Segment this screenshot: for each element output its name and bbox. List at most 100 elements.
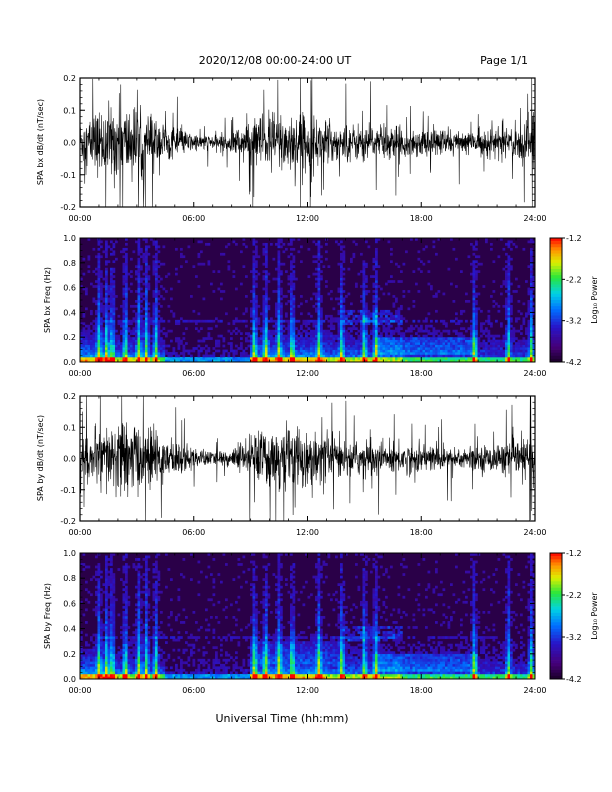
spectrogram-cell: [155, 342, 158, 345]
spectrogram-cell: [522, 302, 526, 306]
spectrogram-cell: [390, 349, 393, 353]
spectrogram-cell: [112, 610, 116, 614]
spectrogram-cell: [125, 302, 128, 306]
spectrogram-cell: [477, 337, 481, 340]
spectrogram-cell: [145, 585, 148, 589]
spectrogram-cell: [265, 295, 268, 298]
spectrogram-cell: [85, 588, 88, 592]
spectrogram-cell: [277, 347, 281, 350]
spectrogram-cell: [505, 275, 508, 278]
spectrogram-cell: [430, 359, 433, 363]
spectrogram-cell: [342, 329, 346, 333]
spectrogram-cell: [95, 334, 98, 338]
spectrogram-cell: [520, 357, 523, 360]
spectrogram-cell: [155, 327, 158, 331]
spectrogram-cell: [282, 324, 286, 328]
spectrogram-cell: [505, 314, 508, 318]
spectrogram-cell: [265, 359, 268, 363]
spectrogram-cell: [105, 593, 108, 597]
spectrogram-cell: [137, 643, 141, 647]
spectrogram-cell: [252, 354, 256, 358]
spectrogram-cell: [115, 663, 118, 667]
spectrogram-cell: [107, 339, 111, 343]
spectrogram-cell: [97, 580, 101, 584]
spectrogram-cell: [102, 651, 106, 655]
spectrogram-cell: [257, 272, 261, 276]
spectrogram-cell: [120, 349, 123, 353]
y-tick-label: 0.2: [63, 74, 76, 83]
spectrogram-cell: [117, 651, 121, 655]
spectrogram-cell: [102, 668, 106, 672]
spectrogram-cell: [137, 570, 141, 574]
spectrogram-cell: [255, 309, 258, 313]
spectrogram-cell: [277, 262, 281, 266]
spectrogram-cell: [157, 245, 161, 249]
spectrogram-cell: [137, 327, 141, 331]
x-tick-label: 18:00: [410, 214, 433, 223]
spectrogram-cell: [325, 357, 328, 360]
spectrogram-cell: [135, 240, 138, 244]
spectrogram-cell: [407, 342, 411, 345]
spectrogram-cell: [122, 580, 126, 584]
spectrogram-cell: [252, 327, 256, 331]
spectrogram-cell: [145, 317, 148, 321]
spectrogram-cell: [475, 309, 478, 313]
spectrogram-cell: [487, 319, 491, 323]
spectrogram-cell: [120, 651, 123, 655]
spectrogram-cell: [280, 359, 283, 363]
spectrogram-cell: [425, 324, 428, 328]
spectrogram-cell: [125, 255, 128, 259]
spectrogram-cell: [287, 347, 291, 350]
spectrogram-cell: [377, 312, 381, 316]
spectrogram-cell: [397, 357, 401, 360]
spectrogram-cell: [320, 352, 323, 355]
spectrogram-cell: [472, 337, 476, 340]
spectrogram-cell: [105, 663, 108, 667]
spectrogram-cell: [90, 671, 93, 675]
spectrogram-cell: [252, 270, 256, 273]
spectrogram-cell: [92, 342, 96, 345]
spectrogram-cell: [145, 265, 148, 269]
spectrogram-cell: [147, 352, 151, 355]
spectrogram-cell: [470, 342, 473, 345]
spectrogram-cell: [362, 359, 366, 363]
spectrogram-cell: [392, 349, 396, 353]
spectrogram-cell: [147, 568, 151, 571]
spectrogram-cell: [117, 339, 121, 343]
spectrogram-cell: [397, 265, 401, 269]
spectrogram-cell: [97, 621, 101, 624]
spectrogram-cell: [362, 324, 366, 328]
spectrogram-cell: [520, 349, 523, 353]
spectrogram-cell: [117, 344, 121, 348]
spectrogram-cell: [152, 590, 156, 594]
spectrogram-cell: [342, 337, 346, 340]
spectrogram-cell: [435, 309, 438, 313]
spectrogram-cell: [277, 314, 281, 318]
spectrogram-cell: [282, 352, 286, 355]
spectrogram-cell: [477, 352, 481, 355]
spectrogram-cell: [102, 304, 106, 308]
spectrogram-cell: [352, 255, 356, 259]
spectrogram-cell: [472, 307, 476, 311]
spectrogram-cell: [505, 352, 508, 355]
spectrogram-cell: [145, 329, 148, 333]
spectrogram-cell: [530, 270, 533, 273]
spectrogram-cell: [340, 292, 343, 296]
spectrogram-cell: [230, 332, 233, 335]
spectrogram-cell: [277, 332, 281, 335]
spectrogram-cell: [207, 319, 211, 323]
spectrogram-cell: [475, 344, 478, 348]
spectrogram-cell: [315, 260, 318, 264]
spectrogram-cell: [200, 240, 203, 244]
spectrogram-cell: [367, 337, 371, 340]
spectrogram-cell: [355, 332, 358, 335]
spectrogram-cell: [147, 651, 151, 655]
spectrogram-cell: [425, 349, 428, 353]
spectrogram-cell: [80, 648, 83, 652]
spectrogram-cell: [422, 359, 426, 363]
spectrogram-cell: [475, 339, 478, 343]
spectrogram-cell: [140, 653, 143, 657]
spectrogram-cell: [375, 339, 378, 343]
spectrogram-cell: [322, 319, 326, 323]
spectrogram-cell: [422, 349, 426, 353]
